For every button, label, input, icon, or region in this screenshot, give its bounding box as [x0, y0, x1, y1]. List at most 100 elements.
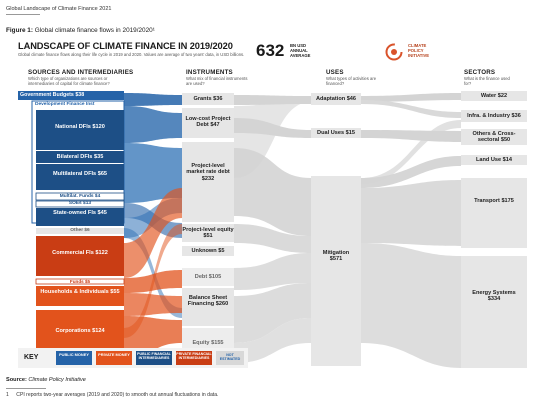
node-land [461, 155, 527, 165]
climate-finance-diagram: LANDSCAPE OF CLIMATE FINANCE IN 2019/202… [16, 38, 530, 370]
node-infra [461, 110, 527, 122]
key-private-money: PRIVATE MONEY [96, 351, 132, 365]
node-multilat-funds [35, 192, 125, 201]
key-public-money: PUBLIC MONEY [56, 351, 92, 365]
flow-mitigation-land [361, 156, 461, 188]
label-energy: Energy Systems $334 [472, 290, 516, 303]
total-value: 632 [256, 41, 285, 60]
col-sources-desc: Which type of organizations are sources … [28, 76, 110, 86]
diagram-subtitle: Global climate finance flows along their… [18, 52, 245, 57]
node-others [461, 129, 527, 145]
flow-commercial-marketdebt [124, 188, 182, 278]
label-national-dfis: National DFIs $120 [55, 124, 105, 130]
cpi-logo-icon [384, 42, 404, 62]
label-other: Other $6 [70, 228, 90, 233]
flow-other-adaptation [234, 98, 311, 178]
label-corporations: Corporations $124 [55, 328, 105, 334]
label-state-fis: State-owned FIs $45 [53, 210, 107, 216]
flow-adaptation-water [361, 93, 461, 102]
label-bsf: Balance Sheet Financing $260 [187, 295, 229, 308]
footnote-number: 1 [6, 392, 9, 398]
label-adaptation: Adaptation $46 [315, 96, 357, 102]
label-soes: SOEs $13 [68, 201, 92, 206]
flow-households-bsf [124, 293, 182, 316]
flow-dfi-marketdebt [124, 143, 182, 203]
footnote: 1 CPI reports two-year averages (2019 an… [6, 392, 218, 398]
flow-gov-grants [124, 93, 182, 106]
label-gov-budgets: Government Budgets $38 [20, 92, 85, 98]
figure-caption-text: Global climate finance flows in 2019/202… [34, 27, 155, 34]
label-multilat-funds: Multilat. Funds $4 [59, 194, 101, 199]
col-sectors-title: SECTORS [464, 69, 496, 76]
node-national-dfis [36, 110, 124, 150]
label-households: Households & Individuals $55 [40, 289, 120, 295]
node-mitigation [311, 176, 361, 366]
flow-bsf-mitigation [234, 283, 311, 343]
label-grants: Grants $36 [193, 96, 223, 102]
node-lowcost [182, 108, 234, 138]
flow-mitigation-transport [361, 180, 461, 246]
flow-corporations-equity2 [124, 224, 182, 338]
total-caption: BN USD ANNUAL AVERAGE [290, 43, 311, 58]
node-households [36, 286, 124, 306]
key-not-estimated: NOT ESTIMATED [216, 351, 244, 365]
node-state-fis [36, 208, 124, 226]
node-gov-budgets [18, 91, 124, 100]
label-project-equity: Project-level equity $51 [182, 227, 234, 240]
label-marketdebt: Project-level market rate debt $232 [186, 163, 230, 182]
node-funds [35, 278, 125, 285]
label-debt: Debt $105 [194, 274, 222, 280]
col-instruments-desc: What mix of financial instruments are us… [186, 76, 248, 86]
node-energy [461, 256, 527, 368]
label-commercial-fis: Commercial FIs $122 [52, 250, 108, 256]
node-other [36, 228, 124, 234]
flow-debt-mitigation [234, 253, 311, 290]
label-unknown: Unknown $5 [191, 248, 225, 254]
node-project-equity [182, 224, 234, 242]
label-lowcost: Low-cost Project Debt $47 [185, 116, 231, 129]
flow-dual-others [361, 130, 461, 142]
key-legend: KEY PUBLIC MONEY PRIVATE MONEY PUBLIC FI… [18, 348, 248, 368]
label-bilateral-dfis: Bilateral DFIs $35 [56, 154, 104, 160]
col-instruments-title: INSTRUMENTS [186, 69, 233, 76]
flow-equity155-mitigation [234, 318, 311, 363]
node-bilateral-dfis [36, 151, 124, 163]
col-uses-desc: What types of activities are financed? [326, 76, 377, 86]
flow-dfi-lowcost [124, 106, 182, 143]
label-water: Water $22 [480, 93, 508, 99]
cpi-logo-text: CLIMATE POLICY INITIATIVE [408, 43, 430, 58]
key-public-fi: PUBLIC FINANCIAL INTERMEDIARIES [136, 351, 172, 365]
footnote-rule [6, 388, 46, 389]
figure-label: Figure 1: [6, 27, 33, 34]
flow-mitigation-infra [361, 120, 461, 184]
running-header: Global Landscape of Climate Finance 2021 [6, 6, 112, 12]
label-dual: Dual Uses $15 [317, 130, 355, 136]
node-commercial-fis [36, 236, 124, 276]
label-others: Others & Cross-sectoral $50 [472, 131, 516, 144]
node-soes [35, 200, 125, 208]
node-debt [182, 268, 234, 286]
node-marketdebt [182, 142, 234, 222]
node-unknown [182, 246, 234, 256]
col-sectors-desc: What is the finance used for? [464, 76, 510, 86]
label-equity155: Equity $155 [192, 340, 224, 346]
diagram-title: LANDSCAPE OF CLIMATE FINANCE IN 2019/202… [18, 41, 233, 51]
label-dfi-group: Development Finance Inst [35, 102, 95, 107]
node-water [461, 91, 527, 101]
flow-adaptation-infra [361, 100, 461, 118]
label-transport: Transport $175 [474, 198, 514, 204]
source-text: Climate Policy Initiative [28, 377, 86, 383]
node-grants [182, 93, 234, 105]
flow-state-bsf [124, 228, 182, 318]
flow-equity-mitigation [234, 224, 311, 253]
col-uses-title: USES [326, 69, 344, 76]
label-infra: Infra. & Industry $36 [467, 113, 521, 119]
sankey-flows [18, 91, 527, 368]
node-transport [461, 178, 527, 248]
node-multilateral-dfis [36, 164, 124, 190]
flow-mitigation-energy [361, 243, 461, 368]
source-line: Source: Climate Policy Initiative [6, 377, 86, 383]
col-sources-title: SOURCES AND INTERMEDIARIES [28, 69, 134, 76]
figure-caption: Figure 1: Global climate finance flows i… [6, 27, 155, 34]
label-land: Land Use $14 [475, 157, 513, 163]
